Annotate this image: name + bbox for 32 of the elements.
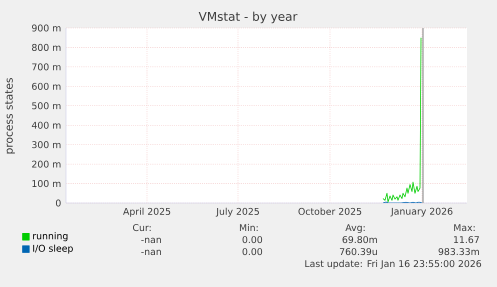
text: Min: [240, 224, 258, 231]
chart-title: VMstat - by year [198, 12, 298, 24]
text: Avg: [345, 224, 365, 233]
y-tick-label: 400 m [32, 122, 60, 129]
y-tick-label: 100 m [32, 180, 60, 188]
y-axis-title: process states [5, 78, 15, 154]
x-tick-label: April 2025 [123, 208, 170, 217]
y-tick-label: 500 m [32, 102, 60, 110]
text: 0.00 [242, 236, 262, 244]
legend-label: I/O sleep [33, 244, 73, 254]
legend-label: running [33, 232, 68, 242]
text: 0.00 [242, 248, 262, 256]
y-tick-label: 700 m [32, 63, 60, 70]
x-tick-label: January 2026 [390, 208, 452, 217]
x-tick-label: October 2025 [298, 208, 362, 215]
text: 69.80m [342, 236, 377, 244]
text: 983.33m [438, 248, 479, 256]
y-tick-label: 200 m [32, 160, 60, 168]
y-tick-label: 800 m [32, 44, 60, 51]
text: 11.67 [454, 236, 479, 244]
y-tick-label: 900 m [32, 24, 60, 32]
text: Last update: Fri Jan 16 23:55:00 2026 [305, 260, 482, 269]
x-tick-label: July 2025 [216, 208, 259, 217]
text: -nan [141, 238, 161, 244]
y-tick-label: 300 m [32, 141, 60, 148]
text: -nan [141, 250, 161, 256]
y-tick-label: 600 m [32, 82, 60, 90]
line-series [382, 37, 422, 202]
y-tick-label: 0 [56, 199, 61, 207]
text: Cur: [133, 224, 151, 232]
text: Max: [454, 224, 475, 232]
text: 760.39u [340, 248, 377, 256]
